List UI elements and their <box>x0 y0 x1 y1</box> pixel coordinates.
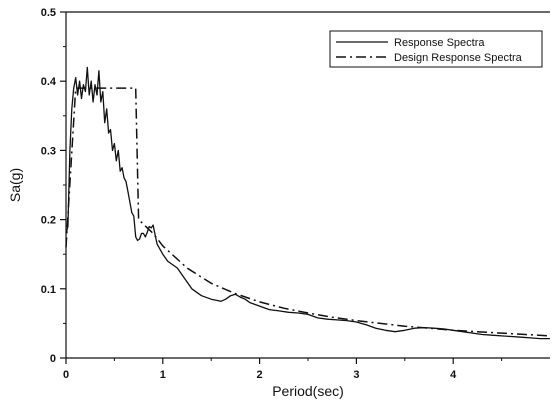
y-tick-label: 0.2 <box>41 215 56 227</box>
y-tick-label: 0.4 <box>41 76 57 88</box>
legend-label-response-spectra: Response Spectra <box>394 37 485 49</box>
x-tick-label: 4 <box>450 369 457 381</box>
y-tick-label: 0 <box>50 353 56 365</box>
response-spectra-line <box>65 66 550 340</box>
series <box>65 66 551 340</box>
legend-box <box>329 30 543 68</box>
legend-label-design-response-spectra: Design Response Spectra <box>394 52 523 64</box>
y-tick-label: 0.3 <box>41 145 56 157</box>
ticks: 0 1 2 3 4 0 0.1 0.2 0.3 0.4 0.5 <box>41 7 503 381</box>
x-tick-label: 3 <box>353 369 359 381</box>
y-tick-label: 0.1 <box>41 284 56 296</box>
legend: Response Spectra Design Response Spectra <box>329 30 543 68</box>
x-axis-title: Period(sec) <box>272 383 344 399</box>
design-response-spectra-line <box>65 87 551 337</box>
y-tick-label: 0.5 <box>41 7 56 19</box>
x-tick-label: 0 <box>63 369 69 381</box>
x-tick-label: 1 <box>160 369 166 381</box>
x-tick-label: 2 <box>257 369 263 381</box>
y-axis-title: Sa(g) <box>7 168 23 202</box>
